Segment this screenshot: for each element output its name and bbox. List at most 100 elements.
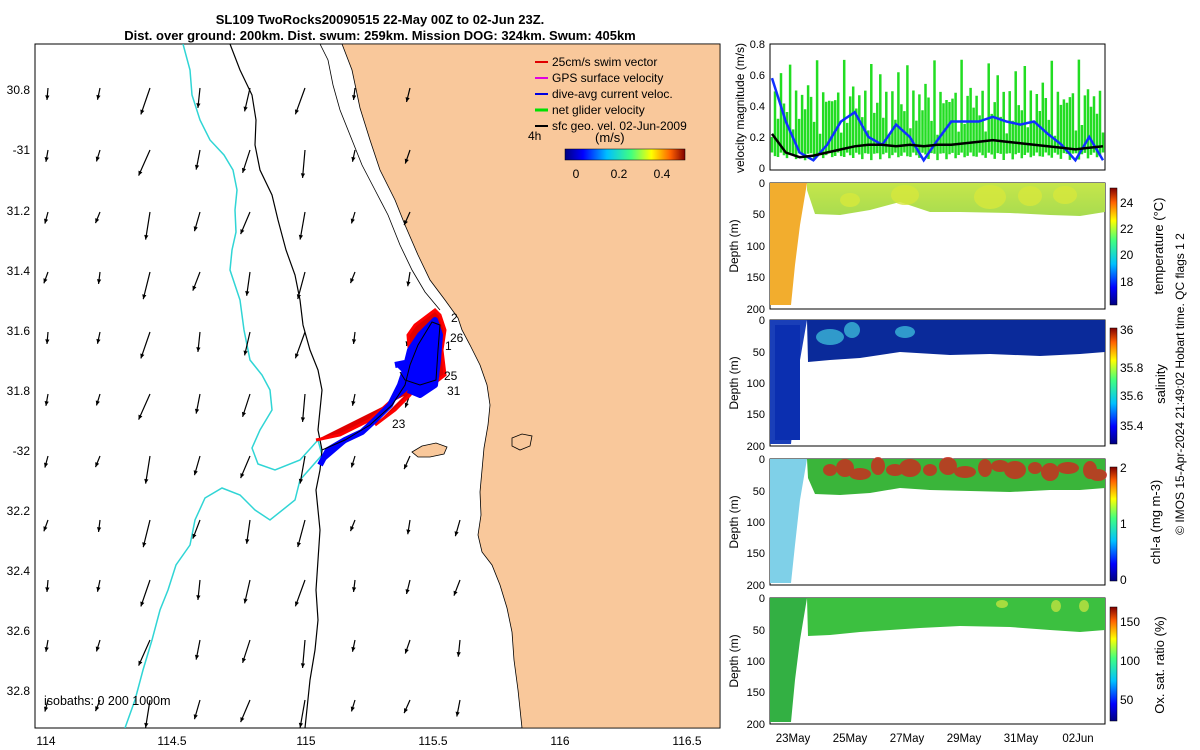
lat-tick: -32 bbox=[13, 444, 31, 458]
current-arrow-head bbox=[192, 285, 197, 291]
depth-tick: 100 bbox=[747, 517, 765, 529]
isobath-200m bbox=[229, 44, 323, 728]
current-arrow-head bbox=[96, 94, 101, 100]
current-arrow bbox=[138, 639, 151, 666]
current-arrow-head bbox=[142, 294, 147, 300]
cbar-tick: 100 bbox=[1120, 654, 1140, 668]
current-arrow-head bbox=[298, 478, 304, 484]
isobath-0m bbox=[319, 44, 441, 311]
current-arrow bbox=[301, 393, 306, 422]
chla-high-patch bbox=[899, 459, 921, 477]
depth-tick: 50 bbox=[753, 209, 765, 221]
current-arrow bbox=[294, 579, 306, 607]
cbar-tick: 35.8 bbox=[1120, 361, 1144, 375]
legend-item: GPS surface velocity bbox=[552, 71, 663, 85]
depth-tick: 150 bbox=[747, 548, 765, 560]
current-arrow-head bbox=[241, 411, 247, 417]
current-arrow-head bbox=[194, 654, 200, 660]
salinity-panel bbox=[769, 319, 1106, 447]
colorbar-tick: 0.4 bbox=[654, 167, 671, 181]
vel-tick: 0.6 bbox=[750, 70, 765, 82]
oxygen-panel bbox=[769, 597, 1106, 725]
depth-tick: 50 bbox=[753, 625, 765, 637]
temp-cbar-label: temperature (°C) bbox=[1151, 198, 1166, 295]
oxy-colorbar bbox=[1109, 606, 1118, 722]
current-arrow-head bbox=[404, 402, 409, 408]
chla-high-patch bbox=[939, 457, 957, 475]
current-arrow-head bbox=[140, 601, 145, 607]
current-arrow-head bbox=[300, 173, 306, 178]
current-arrow bbox=[140, 579, 151, 607]
current-arrow-head bbox=[243, 598, 248, 604]
colorbar-tick: 0 bbox=[573, 167, 580, 181]
current-arrow-head bbox=[294, 601, 299, 607]
current-arrow bbox=[301, 639, 306, 668]
lat-tick: -31 bbox=[13, 143, 31, 157]
current-arrow-head bbox=[95, 156, 100, 162]
lat-tick: 31.8 bbox=[7, 384, 31, 398]
current-arrow-head bbox=[138, 170, 143, 176]
lat-tick: 31.2 bbox=[7, 204, 31, 218]
chla-high-patch bbox=[1057, 462, 1079, 474]
current-arrow-head bbox=[243, 350, 248, 356]
current-arrow bbox=[142, 519, 151, 548]
current-arrow-head bbox=[44, 218, 49, 224]
current-arrow-head bbox=[241, 657, 247, 663]
current-arrow-head bbox=[453, 590, 458, 596]
lon-tick: 114 bbox=[36, 734, 55, 748]
current-arrow-head bbox=[45, 339, 50, 344]
current-arrow-head bbox=[404, 648, 409, 654]
current-arrow-head bbox=[240, 717, 245, 723]
chla-high-patch bbox=[849, 468, 871, 480]
depth-tick: 150 bbox=[747, 687, 765, 699]
current-arrow-head bbox=[44, 462, 49, 468]
time-tick: 27May bbox=[890, 733, 925, 745]
current-arrow-head bbox=[196, 347, 201, 352]
current-arrow-head bbox=[192, 533, 197, 539]
current-arrow-head bbox=[351, 339, 357, 344]
map-lon-ticks: 114 114.5 115 115.5 116 116.5 bbox=[36, 734, 701, 748]
time-axis: 23May 25May 27May 29May 31May 02Jun bbox=[776, 733, 1094, 745]
depth-tick: 50 bbox=[753, 486, 765, 498]
vel-tick: 0.4 bbox=[750, 101, 765, 113]
lon-tick: 115 bbox=[296, 734, 315, 748]
current-arrow-head bbox=[294, 353, 299, 359]
depth-tick: 50 bbox=[753, 347, 765, 359]
current-arrow bbox=[294, 331, 306, 359]
current-arrow-head bbox=[296, 542, 301, 548]
chla-high-patch bbox=[823, 464, 837, 476]
current-arrow bbox=[297, 519, 306, 548]
current-arrow-head bbox=[245, 290, 250, 296]
current-arrow-head bbox=[96, 279, 102, 284]
cbar-tick: 18 bbox=[1120, 275, 1134, 289]
dive-avg-current-line bbox=[770, 77, 1105, 163]
legend-prefix: 4h bbox=[528, 129, 541, 143]
current-arrow-head bbox=[241, 167, 247, 173]
current-arrow-head bbox=[138, 660, 143, 666]
depth-tick: 100 bbox=[747, 656, 765, 668]
current-arrow-head bbox=[240, 229, 245, 235]
current-arrow-head bbox=[95, 706, 100, 712]
depth-tick: 200 bbox=[747, 304, 765, 316]
track-label: 31 bbox=[447, 384, 461, 398]
time-tick: 31May bbox=[1004, 733, 1039, 745]
temperature-panel bbox=[769, 182, 1106, 310]
chla-high-patch bbox=[978, 459, 992, 477]
time-tick: 23May bbox=[776, 733, 811, 745]
lat-tick: 32.2 bbox=[7, 504, 31, 518]
current-arrow-head bbox=[351, 587, 357, 592]
colorbar-unit: (m/s) bbox=[595, 130, 625, 145]
current-arrow-head bbox=[351, 646, 356, 652]
cbar-tick: 35.6 bbox=[1120, 389, 1144, 403]
track-label: 23 bbox=[392, 417, 406, 431]
current-arrow-head bbox=[196, 595, 201, 600]
track-label: 26 bbox=[450, 331, 464, 345]
lat-tick: 32.6 bbox=[7, 624, 31, 638]
chla-high-patch bbox=[923, 464, 937, 476]
current-arrow bbox=[145, 211, 151, 240]
current-arrow-head bbox=[140, 109, 145, 115]
time-tick: 02Jun bbox=[1062, 733, 1093, 745]
current-arrow-head bbox=[95, 462, 100, 468]
current-arrow-head bbox=[193, 714, 198, 720]
current-arrow-head bbox=[193, 470, 198, 476]
